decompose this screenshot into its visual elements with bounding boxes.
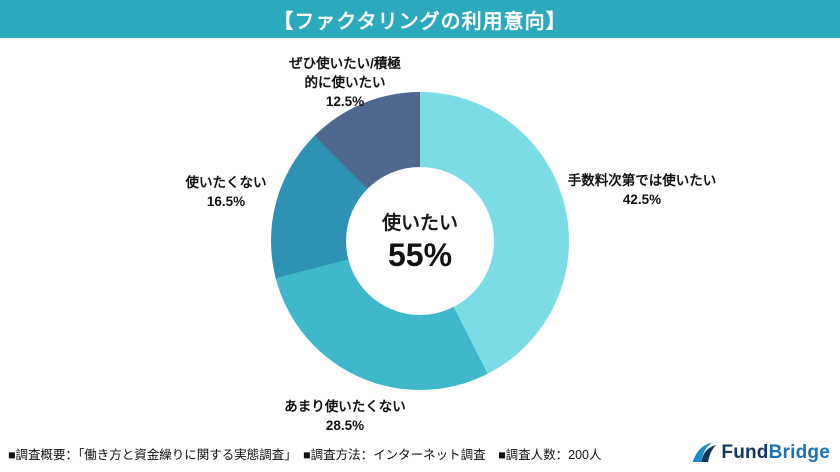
logo-text-fund: Fund	[721, 442, 769, 463]
footer: ■調査概要：「働き方と資金繰りに関する実態調査」 ■調査方法：インターネット調査…	[0, 438, 840, 472]
segment-label-line: 的に使いたい	[304, 74, 386, 90]
segment-value: 28.5%	[325, 417, 365, 433]
fundbridge-logo-icon	[693, 442, 717, 462]
page-title: 【ファクタリングの利用意向】	[273, 10, 567, 33]
segment-label-line: ぜひ使いたい/積極	[289, 56, 401, 71]
segment-value: 42.5%	[622, 191, 662, 207]
segment-label-line: 使いたくない	[185, 175, 267, 190]
fundbridge-logo: FundBridge	[691, 440, 830, 466]
segment-label-tesuryo-shidai: 手数料次第では使いたい 42.5%	[558, 172, 726, 210]
segment-value: 16.5%	[206, 193, 246, 209]
fundbridge-logo-text: FundBridge	[721, 442, 830, 464]
segment-label-tsukaitakunai: 使いたくない 16.5%	[150, 174, 302, 212]
donut-chart: 使いたい 55%	[271, 92, 569, 390]
segment-label-amari-tsukaitakunai: あまり使いたくない 28.5%	[266, 398, 424, 436]
logo-text-bridge: Bridge	[768, 442, 830, 463]
survey-summary-text: ■調査概要：「働き方と資金繰りに関する実態調査」 ■調査方法：インターネット調査…	[8, 447, 602, 462]
page-header: 【ファクタリングの利用意向】	[0, 0, 840, 38]
segment-label-line: 手数料次第では使いたい	[567, 173, 717, 188]
donut-center-label: 使いたい	[381, 213, 458, 234]
segment-label-line: あまり使いたくない	[284, 399, 406, 414]
donut-center: 使いたい 55%	[346, 167, 494, 315]
donut-center-value: 55%	[387, 237, 453, 273]
segment-label-zehi-tsukaitai: ぜひ使いたい/積極 的に使いたい 12.5%	[268, 55, 422, 112]
segment-value: 12.5%	[325, 93, 365, 109]
